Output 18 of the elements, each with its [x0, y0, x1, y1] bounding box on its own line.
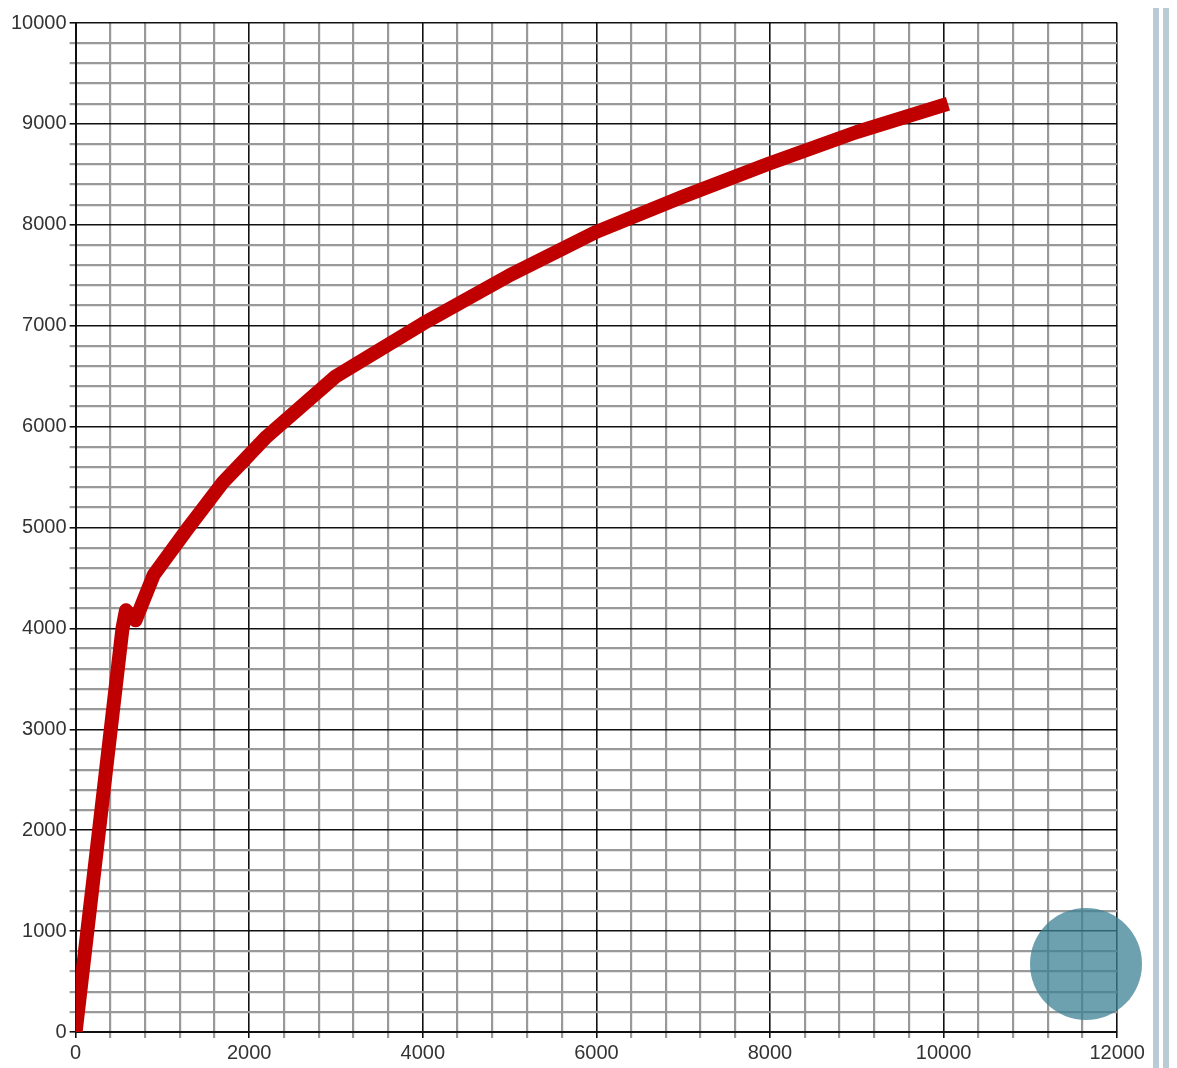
y-tick-label: 5000: [22, 515, 67, 538]
y-tick-label: 8000: [22, 212, 67, 235]
y-tick-label: 0: [55, 1019, 67, 1042]
x-tick-label: 6000: [574, 1040, 619, 1063]
y-tick-label: 7000: [22, 313, 67, 336]
x-tick-label: 12000: [1089, 1040, 1145, 1063]
x-tick-label: 10000: [915, 1040, 972, 1063]
x-tick-label: 2000: [226, 1040, 272, 1063]
y-tick-label: 6000: [22, 414, 67, 437]
y-tick-label: 1000: [22, 918, 67, 941]
y-tick-label: 4000: [22, 615, 67, 638]
y-tick-label: 3000: [22, 716, 67, 739]
y-tick-label: 9000: [22, 111, 67, 134]
y-tick-label: 2000: [22, 817, 67, 840]
x-tick-label: 8000: [747, 1040, 793, 1063]
x-tick-label: 4000: [400, 1040, 446, 1063]
x-tick-label: 0: [70, 1040, 82, 1063]
y-tick-label: 10000: [10, 10, 67, 33]
